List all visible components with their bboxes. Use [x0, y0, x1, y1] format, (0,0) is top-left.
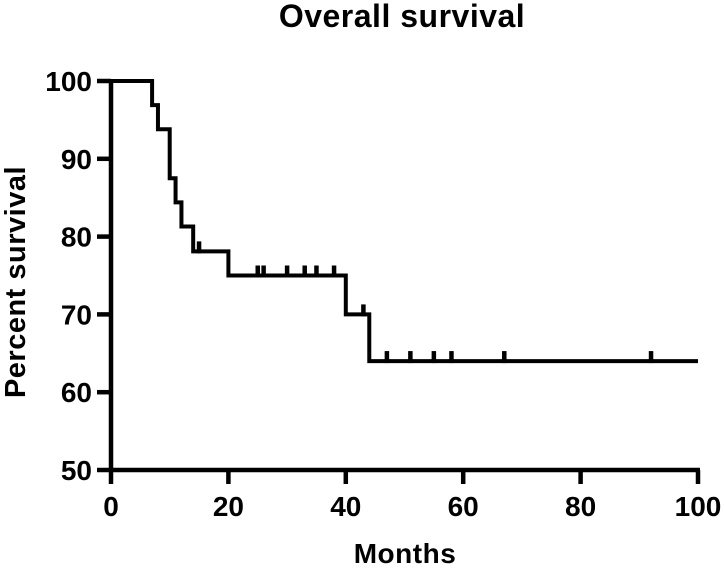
y-tick-label: 50	[61, 455, 92, 486]
x-tick-label: 20	[213, 491, 244, 522]
y-tick-label: 60	[61, 377, 92, 408]
x-tick-label: 80	[565, 491, 596, 522]
y-tick-label: 100	[45, 66, 92, 97]
x-tick-label: 0	[103, 491, 119, 522]
survival-step-curve	[111, 79, 698, 364]
x-tick-label: 60	[448, 491, 479, 522]
chart-title: Overall survival	[278, 0, 526, 34]
y-tick-label: 90	[61, 144, 92, 175]
y-tick-label: 80	[61, 222, 92, 253]
x-tick-label: 40	[330, 491, 361, 522]
x-tick-label: 100	[675, 491, 722, 522]
y-tick-label: 70	[61, 299, 92, 330]
x-axis-title: Months	[353, 538, 457, 569]
